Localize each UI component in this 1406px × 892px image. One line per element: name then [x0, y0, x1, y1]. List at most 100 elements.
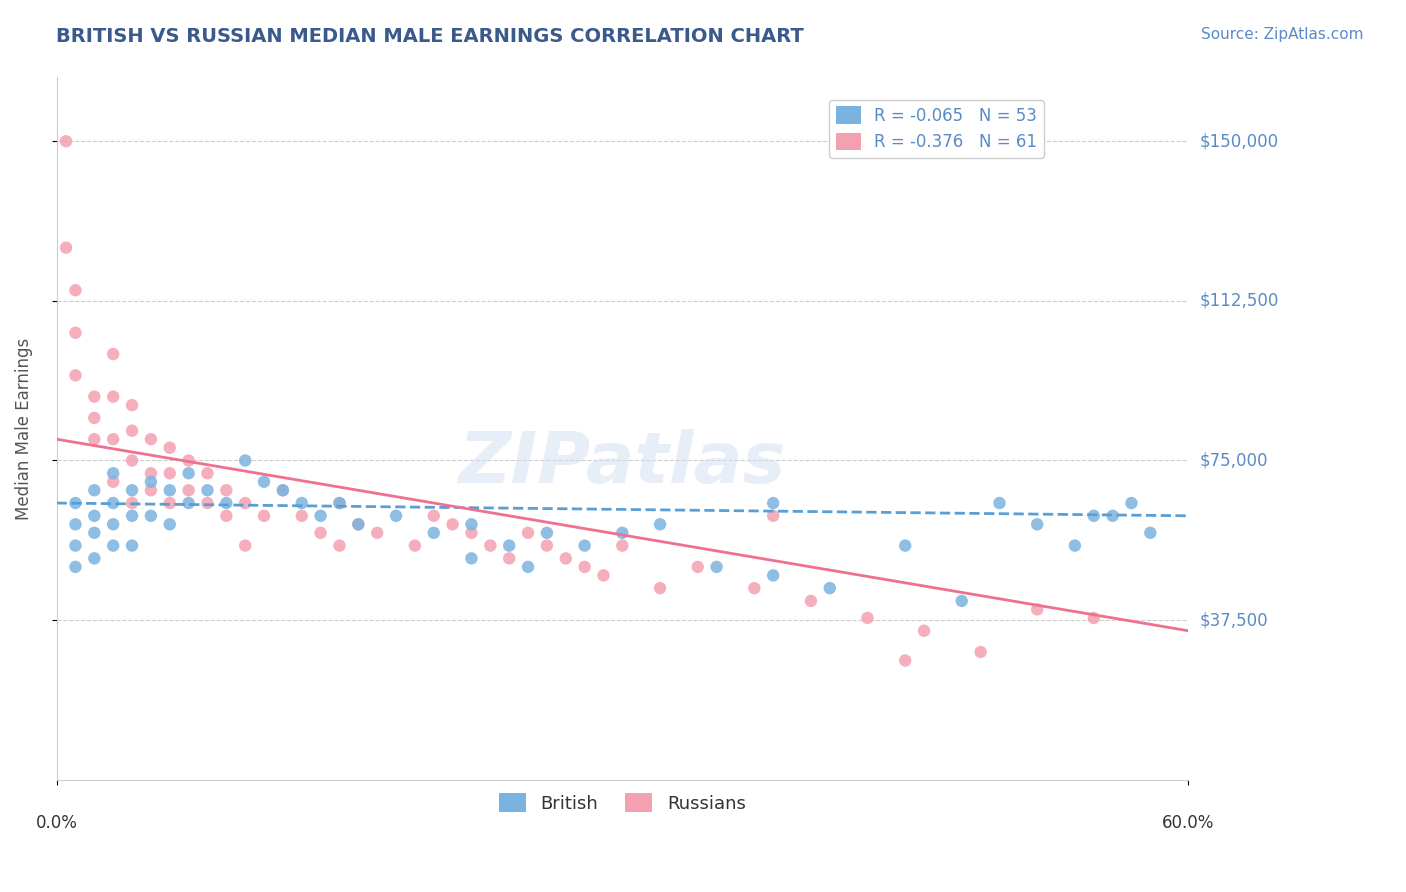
Point [65, 283, 87, 297]
Point [1064, 539, 1087, 553]
Text: $112,500: $112,500 [1199, 292, 1278, 310]
Point [536, 525, 558, 540]
Point [912, 624, 935, 638]
Point [347, 517, 370, 532]
Point [233, 453, 256, 467]
Point [197, 496, 219, 510]
Text: $75,000: $75,000 [1199, 451, 1268, 469]
Point [988, 496, 1011, 510]
Text: 0.0%: 0.0% [35, 814, 77, 832]
Point [800, 594, 823, 608]
Point [101, 467, 124, 481]
Point [83, 411, 105, 425]
Point [404, 539, 426, 553]
Point [121, 453, 143, 467]
Point [253, 508, 276, 523]
Point [479, 539, 502, 553]
Point [1083, 611, 1105, 625]
Point [423, 525, 446, 540]
Point [498, 551, 520, 566]
Point [233, 496, 256, 510]
Point [55, 241, 77, 255]
Point [969, 645, 991, 659]
Point [328, 496, 350, 510]
Point [139, 483, 162, 498]
Point [517, 560, 540, 574]
Point [101, 347, 124, 361]
Point [328, 539, 350, 553]
Point [121, 424, 143, 438]
Point [139, 467, 162, 481]
Point [1026, 517, 1049, 532]
Point [83, 390, 105, 404]
Point [271, 483, 294, 498]
Point [65, 326, 87, 340]
Point [706, 560, 728, 574]
Point [592, 568, 614, 582]
Text: 60.0%: 60.0% [1161, 814, 1215, 832]
Point [197, 467, 219, 481]
Point [65, 368, 87, 383]
Y-axis label: Median Male Earnings: Median Male Earnings [15, 337, 32, 520]
Point [177, 467, 200, 481]
Point [83, 483, 105, 498]
Point [215, 508, 238, 523]
Text: $150,000: $150,000 [1199, 132, 1278, 150]
Point [291, 508, 314, 523]
Point [139, 475, 162, 489]
Point [686, 560, 709, 574]
Point [762, 508, 785, 523]
Point [121, 508, 143, 523]
Point [65, 496, 87, 510]
Text: BRITISH VS RUSSIAN MEDIAN MALE EARNINGS CORRELATION CHART: BRITISH VS RUSSIAN MEDIAN MALE EARNINGS … [56, 27, 804, 45]
Point [574, 560, 596, 574]
Point [744, 581, 766, 595]
Point [762, 568, 785, 582]
Point [121, 496, 143, 510]
Point [121, 398, 143, 412]
Point [233, 539, 256, 553]
Point [83, 508, 105, 523]
Point [894, 653, 917, 667]
Point [648, 517, 671, 532]
Point [309, 508, 332, 523]
Point [894, 539, 917, 553]
Point [347, 517, 370, 532]
Point [197, 483, 219, 498]
Text: Source: ZipAtlas.com: Source: ZipAtlas.com [1201, 27, 1364, 42]
Point [291, 496, 314, 510]
Point [215, 496, 238, 510]
Point [159, 517, 181, 532]
Point [517, 525, 540, 540]
Point [65, 560, 87, 574]
Point [648, 581, 671, 595]
Point [65, 539, 87, 553]
Text: $37,500: $37,500 [1199, 611, 1268, 629]
Point [762, 496, 785, 510]
Point [253, 475, 276, 489]
Point [121, 483, 143, 498]
Point [1121, 496, 1143, 510]
Point [612, 539, 634, 553]
Point [536, 539, 558, 553]
Point [159, 496, 181, 510]
Point [101, 539, 124, 553]
Point [121, 539, 143, 553]
Point [83, 525, 105, 540]
Point [309, 525, 332, 540]
Point [1101, 508, 1123, 523]
Point [177, 483, 200, 498]
Point [856, 611, 879, 625]
Point [612, 525, 634, 540]
Point [554, 551, 576, 566]
Point [460, 517, 482, 532]
Point [950, 594, 973, 608]
Point [83, 432, 105, 446]
Point [818, 581, 841, 595]
Point [101, 496, 124, 510]
Legend: British, Russians: British, Russians [492, 786, 754, 820]
Point [159, 441, 181, 455]
Point [215, 483, 238, 498]
Point [177, 453, 200, 467]
Point [177, 496, 200, 510]
